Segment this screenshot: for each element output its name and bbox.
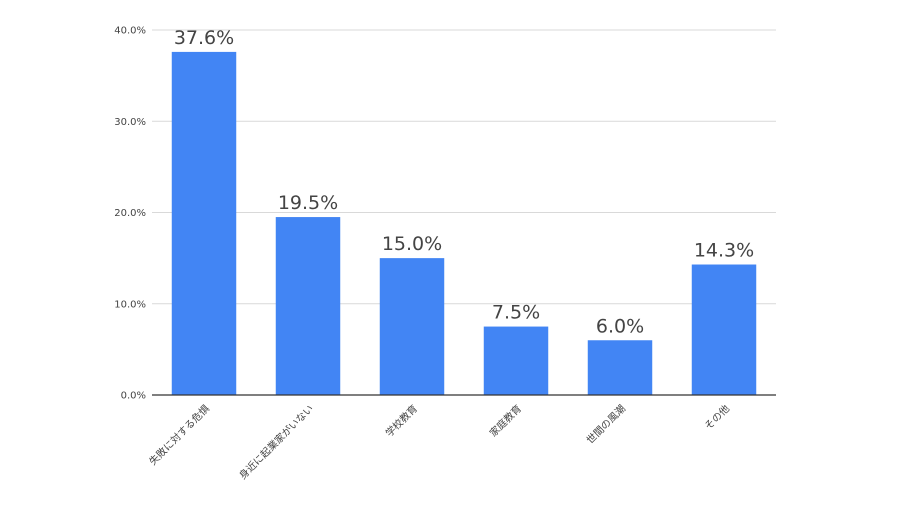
bar: [483, 326, 549, 395]
x-category-label: 身近に起業家がいない: [236, 402, 316, 482]
bar: [275, 217, 341, 395]
x-category-label: 世間の風潮: [584, 402, 629, 447]
data-labels: 37.6% 19.5% 15.0% 7.5% 6.0% 14.3%: [174, 27, 754, 337]
bar-value-label: 6.0%: [596, 315, 644, 337]
bar-value-label: 15.0%: [382, 233, 442, 255]
x-category-label: 学校教育: [383, 402, 420, 439]
y-tick-label: 10.0%: [114, 299, 146, 310]
y-tick-label: 30.0%: [114, 117, 146, 128]
bar-value-label: 7.5%: [492, 302, 540, 324]
bar-value-label: 19.5%: [278, 192, 338, 214]
gridlines: [152, 29, 776, 305]
bar: [587, 340, 653, 395]
bar: [379, 258, 445, 395]
y-tick-label: 40.0%: [114, 26, 146, 37]
x-axis-ticks: 失敗に対する危惧 身近に起業家がいない 学校教育 家庭教育 世間の風潮 その他: [146, 402, 732, 482]
bar: [691, 264, 757, 395]
bars: [171, 51, 757, 396]
x-category-label: 家庭教育: [487, 402, 524, 439]
y-tick-label: 20.0%: [114, 208, 146, 219]
y-axis-ticks: 0.0% 10.0% 20.0% 30.0% 40.0%: [114, 26, 146, 402]
bar-value-label: 37.6%: [174, 27, 234, 49]
y-tick-label: 0.0%: [121, 391, 146, 402]
x-category-label: 失敗に対する危惧: [146, 402, 212, 468]
bar-value-label: 14.3%: [694, 240, 754, 262]
x-category-label: その他: [702, 402, 732, 432]
bar: [171, 51, 237, 396]
